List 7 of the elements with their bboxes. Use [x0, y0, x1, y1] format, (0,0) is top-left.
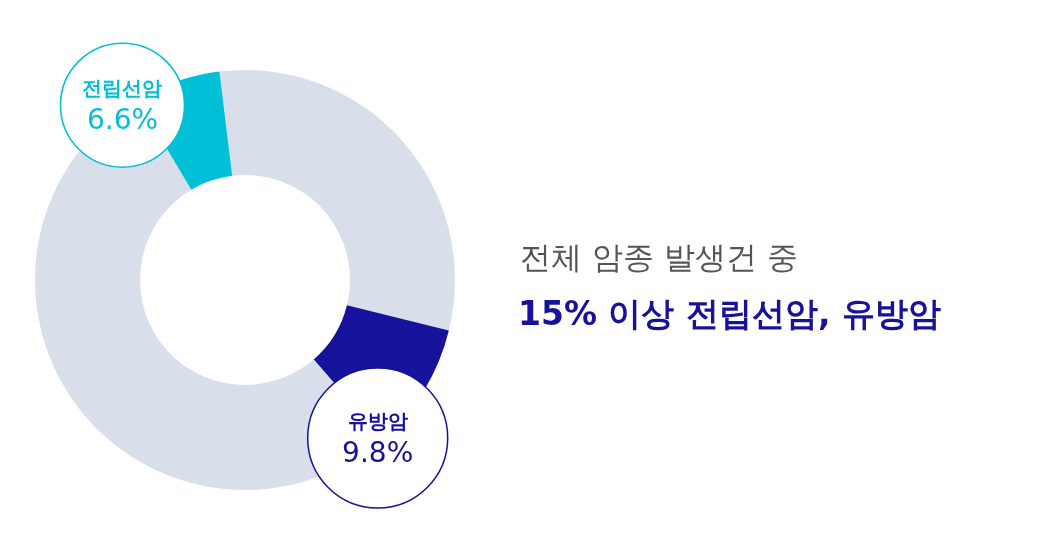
text: 전체 암종 발생건 중: [520, 239, 798, 275]
slice-label: 유방암: [347, 409, 408, 433]
donut-slice: [219, 70, 455, 331]
data-label: 6.6%: [86, 103, 159, 137]
slice-label: 전립선암: [82, 76, 163, 101]
data-label: 9.8%: [342, 436, 414, 469]
text: 15% 이상 전립선암, 유방암: [518, 294, 941, 333]
